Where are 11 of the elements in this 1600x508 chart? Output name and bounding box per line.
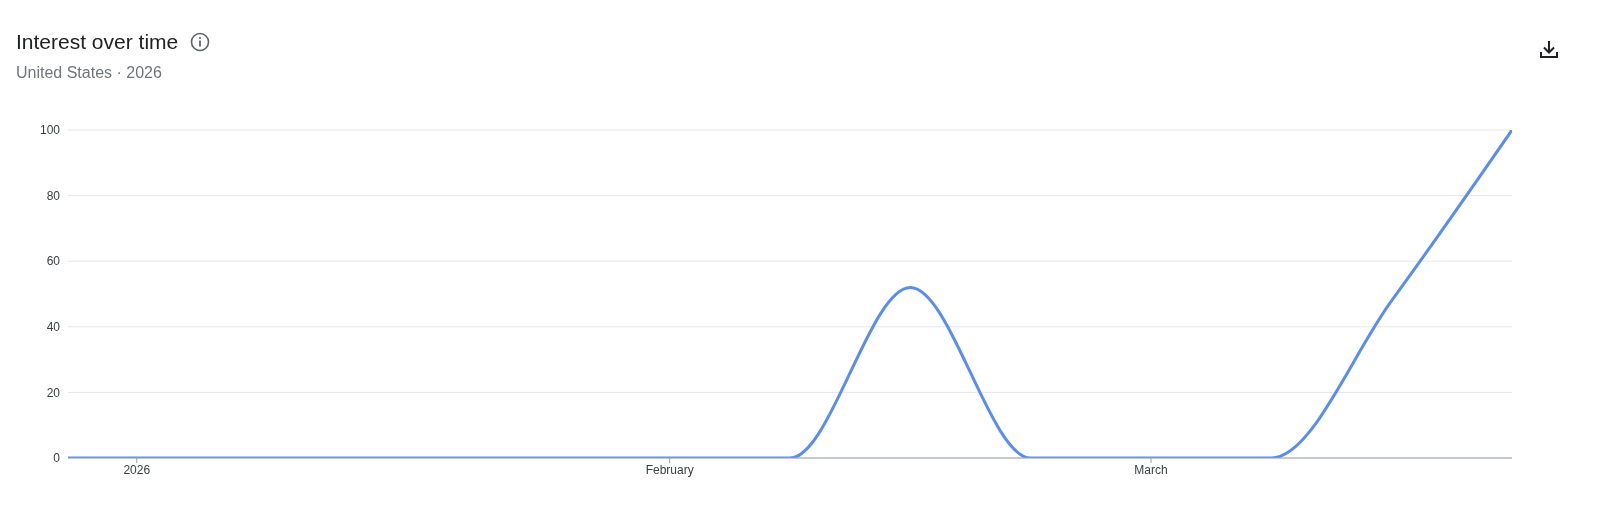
- y-tick-label: 0: [53, 451, 61, 466]
- x-tick-label: 2026: [123, 462, 151, 477]
- x-tick-label: March: [1134, 462, 1168, 477]
- x-tick-label: February: [645, 462, 694, 477]
- chart-subtitle: United States · 2026: [16, 64, 162, 82]
- y-tick-label: 40: [46, 320, 61, 335]
- y-tick-label: 80: [46, 188, 61, 203]
- y-tick-label: 20: [46, 385, 61, 400]
- y-tick-label: 100: [39, 123, 61, 138]
- chart-title: Interest over time: [16, 30, 179, 54]
- y-tick-label: 60: [46, 254, 61, 269]
